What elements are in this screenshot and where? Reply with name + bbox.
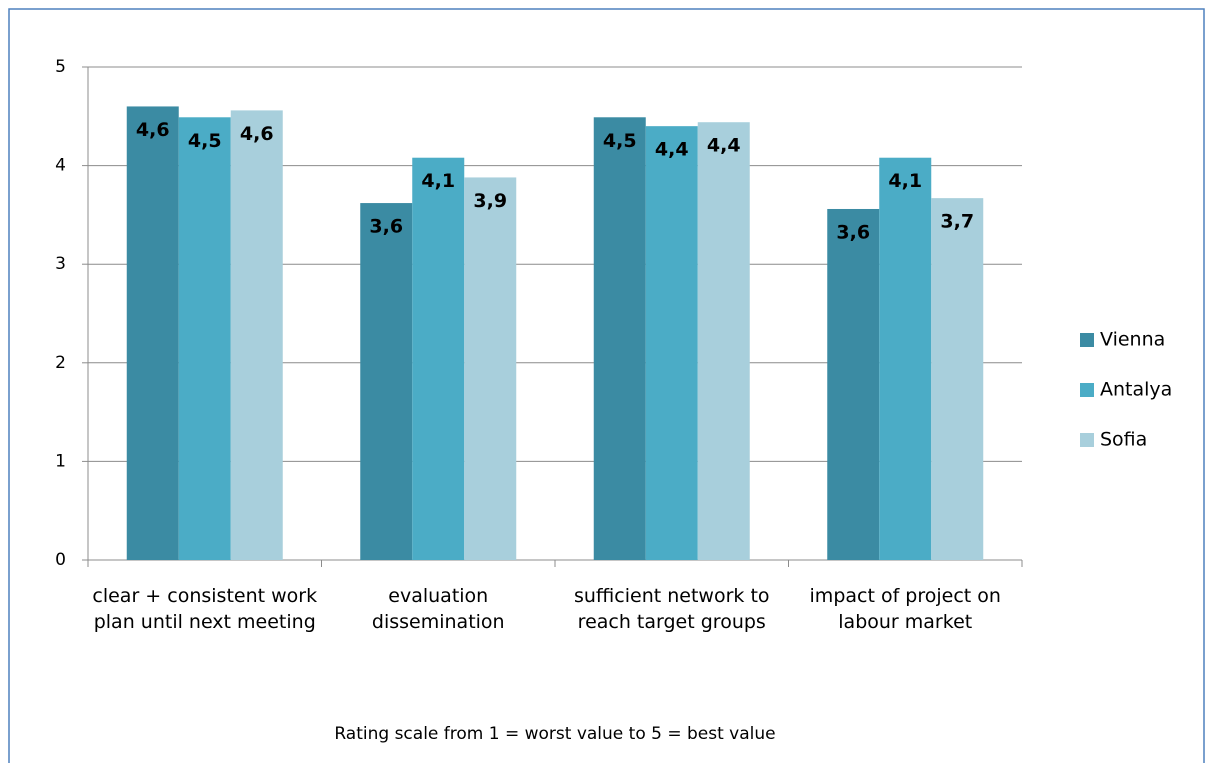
- legend-swatch: [1080, 433, 1094, 447]
- value-label: 4,4: [707, 135, 741, 157]
- value-label: 4,1: [421, 170, 455, 192]
- bar: [931, 198, 984, 560]
- bar: [879, 157, 932, 560]
- value-label: 3,6: [836, 221, 870, 243]
- frame: [8, 8, 1205, 763]
- value-label: 4,6: [240, 123, 274, 145]
- bar: [178, 117, 231, 560]
- bar: [827, 208, 880, 560]
- bar: [360, 203, 413, 560]
- value-label: 4,6: [136, 119, 170, 141]
- value-label: 4,5: [603, 130, 637, 152]
- value-label: 3,9: [473, 190, 507, 212]
- value-label: 4,4: [655, 139, 689, 161]
- x-tick-label: impact of project on labour market: [809, 585, 1001, 633]
- bar: [697, 122, 750, 560]
- y-tick-label: 5: [55, 57, 66, 77]
- bar: [645, 126, 698, 560]
- y-tick-label: 2: [55, 353, 66, 373]
- note: Rating scale from 1 = worst value to 5 =…: [334, 724, 775, 744]
- legend-label: Sofia: [1100, 429, 1147, 451]
- y-tick-label: 4: [55, 156, 66, 176]
- bar: [126, 106, 179, 560]
- x-tick-label: evaluation dissemination: [371, 585, 505, 633]
- legend-label: Vienna: [1100, 329, 1165, 351]
- bar: [464, 177, 517, 560]
- value-label: 3,7: [940, 211, 974, 233]
- value-label: 4,1: [888, 170, 922, 192]
- bar: [412, 157, 465, 560]
- bar: [593, 117, 646, 560]
- value-label: 3,6: [369, 216, 403, 238]
- y-tick-label: 0: [55, 550, 66, 570]
- y-tick-label: 1: [55, 451, 66, 471]
- legend-label: Antalya: [1100, 379, 1172, 401]
- value-label: 4,5: [188, 130, 222, 152]
- x-tick-label: sufficient network to reach target group…: [573, 585, 770, 633]
- bar: [230, 110, 283, 560]
- legend-swatch: [1080, 383, 1094, 397]
- x-tick-label: clear + consistent work plan until next …: [92, 585, 318, 633]
- y-tick-label: 3: [55, 254, 66, 274]
- legend-swatch: [1080, 333, 1094, 347]
